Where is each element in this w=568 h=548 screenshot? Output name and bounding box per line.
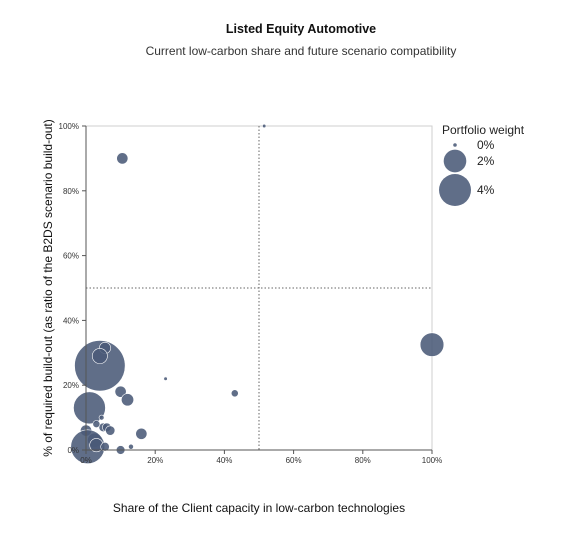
data-point-6 bbox=[163, 376, 168, 381]
data-point-10 bbox=[73, 391, 106, 425]
data-points bbox=[70, 123, 445, 465]
legend-symbol-0 bbox=[453, 143, 457, 147]
y-tick-label-2: 40% bbox=[63, 316, 79, 325]
legend-label-1: 2% bbox=[477, 154, 495, 168]
x-tick-label-0: 0% bbox=[80, 456, 92, 465]
data-point-9 bbox=[121, 393, 135, 407]
x-axis-title: Share of the Client capacity in low-carb… bbox=[113, 501, 405, 515]
x-tick-label-5: 100% bbox=[422, 456, 442, 465]
data-point-15 bbox=[92, 420, 101, 428]
data-point-3 bbox=[74, 340, 126, 392]
data-point-23 bbox=[128, 443, 134, 450]
x-tick-label-4: 80% bbox=[355, 456, 371, 465]
plot-area bbox=[85, 125, 433, 451]
x-tick-label-1: 20% bbox=[147, 456, 163, 465]
y-tick-label-4: 80% bbox=[63, 187, 79, 196]
data-point-21 bbox=[100, 442, 110, 452]
y-axis-title: % of required build-out (as ratio of the… bbox=[41, 119, 55, 457]
legend-label-0: 0% bbox=[477, 138, 495, 152]
y-tick-label-1: 20% bbox=[63, 381, 79, 390]
y-tick-label-5: 100% bbox=[59, 122, 79, 131]
data-point-7 bbox=[230, 389, 239, 398]
data-point-1 bbox=[116, 152, 129, 165]
y-tick-label-0: 0% bbox=[67, 446, 79, 455]
legend-title: Portfolio weight bbox=[442, 123, 525, 137]
data-point-17 bbox=[135, 427, 148, 440]
data-point-0 bbox=[262, 123, 267, 129]
x-tick-label-2: 40% bbox=[216, 456, 232, 465]
axes: 0% 20% 40% 60% 80% 100% 0% 20% 40% 60% 80% 100% Shar… bbox=[41, 119, 442, 515]
legend-label-2: 4% bbox=[477, 183, 495, 197]
legend-symbol-2 bbox=[439, 174, 471, 206]
legend-symbol-1 bbox=[443, 149, 467, 173]
data-point-11 bbox=[98, 414, 105, 421]
y-tick-label-3: 60% bbox=[63, 252, 79, 261]
chart-subtitle: Current low-carbon share and future scen… bbox=[145, 44, 457, 58]
data-point-8 bbox=[114, 385, 127, 398]
x-tick-label-3: 60% bbox=[286, 456, 302, 465]
data-point-2 bbox=[419, 332, 445, 357]
data-point-5 bbox=[91, 348, 108, 364]
chart-title: Listed Equity Automotive bbox=[225, 22, 377, 36]
data-point-14 bbox=[105, 425, 116, 436]
